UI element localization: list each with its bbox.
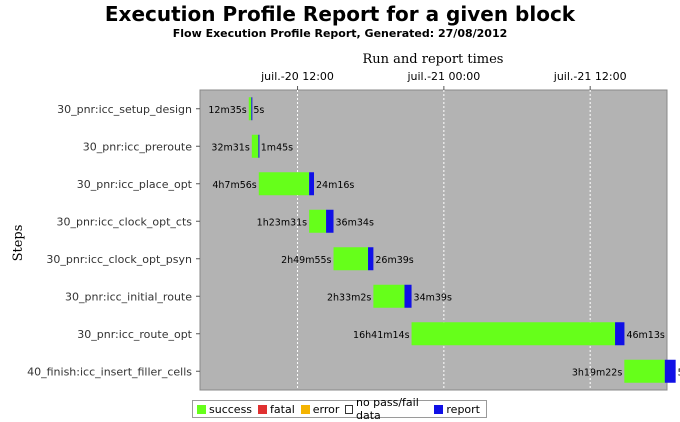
report-duration-label: 36m34s [336,217,374,228]
report-bar [664,359,676,383]
run-duration-label: 32m31s [211,142,249,153]
report-bar [251,97,253,121]
legend-label: error [312,402,340,416]
legend-swatch-fatal [258,404,268,414]
run-bar [373,284,405,308]
report-duration-label: 26m39s [375,255,413,266]
category-label: 30_pnr:icc_clock_opt_psyn [46,253,192,266]
report-bar [615,322,625,346]
y-axis-label: Steps [11,225,26,262]
report-duration-label: 24m16s [316,180,354,191]
run-duration-label: 12m35s [208,105,246,116]
report-duration-label: 34m39s [414,292,452,303]
x-tick-label: juil.-21 12:00 [553,70,627,83]
category-label: 30_pnr:icc_preroute [83,140,192,153]
report-bar [368,247,374,271]
category-label: 30_pnr:icc_route_opt [77,328,192,341]
chart-subtitle: Flow Execution Profile Report, Generated… [172,27,508,40]
legend-item-fatal: fatal [258,403,295,416]
legend-item-no-pass-fail: no pass/fail data [345,396,428,422]
report-bar [326,209,334,233]
run-bar [624,359,665,383]
legend: success fatal error no pass/fail data re… [192,396,487,422]
report-duration-label: 5s [253,105,264,116]
run-bar [309,209,327,233]
category-label: 30_pnr:icc_place_opt [77,178,193,191]
category-label: 40_finish:icc_insert_filler_cells [27,365,192,378]
legend-label: fatal [270,402,295,416]
run-bar [333,247,369,271]
x-tick-label: juil.-21 00:00 [406,70,480,83]
run-duration-label: 16h41m14s [353,330,410,341]
report-bar [258,134,260,158]
legend-item-report: report [434,403,480,416]
x-tick-label: juil.-20 12:00 [260,70,334,83]
legend-item-error: error [300,402,340,416]
run-duration-label: 2h49m55s [281,255,331,266]
legend-swatch-error [300,404,310,414]
run-duration-label: 4h7m56s [212,180,256,191]
legend-item-success: success [197,403,252,416]
legend-label: success [209,402,253,416]
legend-swatch-no-pass-fail [345,404,353,414]
run-duration-label: 2h33m2s [327,292,371,303]
gantt-chart: Run and report times Steps juil.-20 12:0… [11,52,680,391]
category-label: 30_pnr:icc_clock_opt_cts [56,215,192,228]
category-label: 30_pnr:icc_initial_route [65,290,192,303]
report-duration-label: 46m13s [626,330,664,341]
report-duration-label: 1m45s [261,142,293,153]
report-duration-label: 53m31s [678,367,680,378]
run-bar [258,172,310,196]
report-bar [309,172,315,196]
legend-swatch-success [197,404,206,414]
legend-label: no pass/fail data [355,396,419,422]
run-bar [248,97,252,121]
run-bar [411,322,616,346]
category-label: 30_pnr:icc_setup_design [57,103,192,116]
x-axis-label: Run and report times [363,52,504,67]
legend-swatch-report [434,404,444,414]
run-duration-label: 1h23m31s [257,217,307,228]
legend-label: report [446,402,480,416]
run-duration-label: 3h19m22s [572,367,622,378]
chart-title: Execution Profile Report for a given blo… [104,2,576,26]
report-bar [404,284,412,308]
run-bar [251,134,259,158]
